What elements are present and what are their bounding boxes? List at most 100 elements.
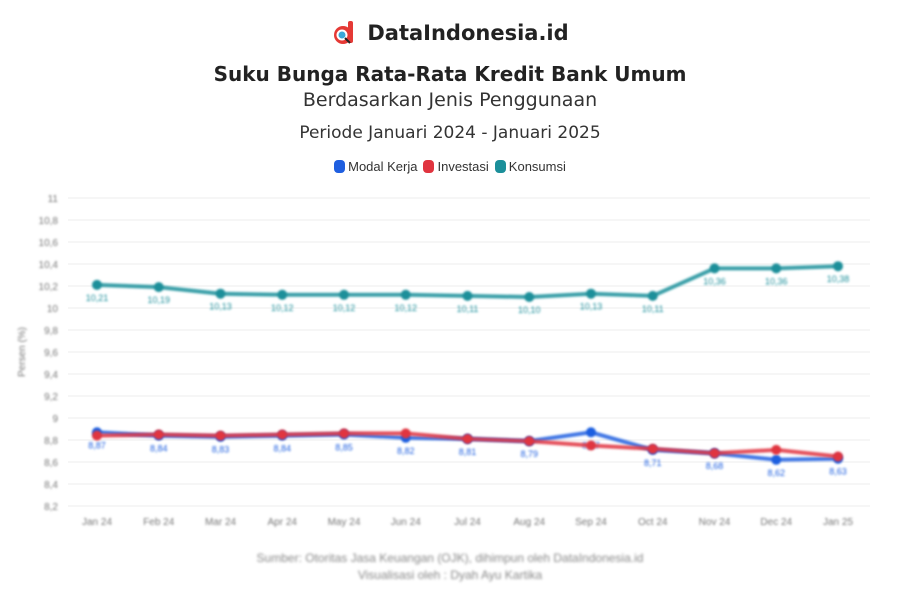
legend-item-konsumsi[interactable]: Konsumsi <box>494 159 566 174</box>
legend-item-modal-kerja[interactable]: Modal Kerja <box>334 159 417 174</box>
data-label: 8,84 <box>150 444 168 454</box>
data-label: 10,13 <box>209 302 232 312</box>
y-tick-label: 8,2 <box>44 502 58 513</box>
data-label: 8,62 <box>767 468 785 478</box>
data-label: 8,83 <box>212 445 230 455</box>
y-tick-label: 9,8 <box>44 326 58 337</box>
data-label: 8,63 <box>829 467 847 477</box>
data-label: 10,36 <box>703 276 726 286</box>
y-tick-label: 10,4 <box>39 260 59 271</box>
y-tick-label: 10 <box>47 304 59 315</box>
data-label: 8,82 <box>397 446 415 456</box>
data-label: 10,38 <box>827 274 850 284</box>
data-point[interactable] <box>153 282 164 293</box>
data-label: 10,11 <box>642 304 664 314</box>
data-label: 10,13 <box>580 302 603 312</box>
brand-name: DataIndonesia.id <box>367 21 569 45</box>
data-label: 8,85 <box>335 443 353 453</box>
data-point[interactable] <box>92 430 102 441</box>
legend-swatch-icon <box>494 160 506 173</box>
data-point[interactable] <box>771 263 782 274</box>
x-tick-label: Mar 24 <box>205 517 237 528</box>
legend-item-investasi[interactable]: Investasi <box>423 159 489 174</box>
data-point[interactable] <box>277 429 288 440</box>
x-tick-label: Feb 24 <box>143 517 175 528</box>
data-label: 8,71 <box>644 458 662 468</box>
data-point[interactable] <box>833 451 843 462</box>
data-point[interactable] <box>339 289 349 300</box>
y-tick-label: 8,4 <box>44 480 58 491</box>
chart-subtitle: Berdasarkan Jenis Penggunaan <box>302 89 598 111</box>
legend-label: Konsumsi <box>508 159 566 174</box>
data-label: 8,68 <box>706 461 724 471</box>
data-label: 8,81 <box>459 447 477 457</box>
data-point[interactable] <box>771 454 782 465</box>
brand-header: DataIndonesia.id <box>0 20 900 46</box>
x-tick-label: Oct 24 <box>638 517 668 528</box>
chart-footer: Sumber: Otoritas Jasa Keuangan (OJK), di… <box>0 550 900 584</box>
source-note: Sumber: Otoritas Jasa Keuangan (OJK), di… <box>256 551 644 565</box>
data-point[interactable] <box>586 288 596 299</box>
chart-legend: Modal Kerja Investasi Konsumsi <box>0 159 900 174</box>
data-label: 10,12 <box>394 303 417 313</box>
data-point[interactable] <box>586 427 596 438</box>
data-label: 10,12 <box>271 303 294 313</box>
x-tick-label: Jan 24 <box>82 517 112 528</box>
x-tick-label: Jan 25 <box>823 517 853 528</box>
chart-period: Periode Januari 2024 - Januari 2025 <box>299 123 601 143</box>
y-tick-label: 9,4 <box>44 370 58 381</box>
y-tick-label: 10,8 <box>39 216 59 227</box>
data-point[interactable] <box>586 440 596 451</box>
data-point[interactable] <box>153 429 164 440</box>
y-tick-label: 8,8 <box>44 436 58 447</box>
dataindonesia-logo-icon <box>334 21 354 44</box>
y-tick-label: 11 <box>48 194 59 205</box>
data-point[interactable] <box>277 289 288 300</box>
data-label: 8,87 <box>88 440 106 450</box>
legend-label: Modal Kerja <box>348 159 418 174</box>
y-tick-label: 9,2 <box>44 392 58 403</box>
data-point[interactable] <box>524 292 535 302</box>
data-point[interactable] <box>215 430 226 441</box>
data-point[interactable] <box>92 279 102 290</box>
x-tick-label: Jul 24 <box>454 517 481 528</box>
data-label: 8,84 <box>273 444 291 454</box>
data-point[interactable] <box>709 448 720 459</box>
y-tick-label: 8,6 <box>44 458 58 469</box>
data-label: 10,12 <box>333 303 356 313</box>
x-tick-label: Nov 24 <box>699 517 731 528</box>
x-tick-label: Aug 24 <box>513 517 545 528</box>
x-tick-label: Jun 24 <box>391 517 421 528</box>
data-label: 10,11 <box>457 304 479 314</box>
legend-swatch-icon <box>334 160 346 173</box>
data-point[interactable] <box>524 436 535 447</box>
data-point[interactable] <box>462 433 473 444</box>
data-point[interactable] <box>215 288 226 299</box>
legend-swatch-icon <box>423 160 435 173</box>
data-point[interactable] <box>647 290 658 301</box>
y-tick-label: 9,6 <box>44 348 58 359</box>
x-tick-label: Apr 24 <box>268 517 298 528</box>
x-tick-label: May 24 <box>328 517 361 528</box>
data-label: 10,21 <box>86 293 109 303</box>
x-tick-label: Dec 24 <box>760 517 792 528</box>
data-point[interactable] <box>771 444 782 455</box>
series-konsumsi: 10,21 10,19 10,13 10,12 10,12 10,12 10,11 10,10… <box>86 261 850 315</box>
data-point[interactable] <box>339 428 349 439</box>
data-point[interactable] <box>833 261 843 272</box>
data-point[interactable] <box>462 290 473 301</box>
data-point[interactable] <box>400 428 411 439</box>
data-label: 10,19 <box>147 295 170 305</box>
y-axis-title: Persen (%) <box>17 327 28 377</box>
x-tick-label: Sep 24 <box>575 517 607 528</box>
chart-title: Suku Bunga Rata-Rata Kredit Bank Umum <box>213 62 687 86</box>
series-investasi <box>92 428 843 462</box>
legend-label: Investasi <box>437 159 489 174</box>
data-point[interactable] <box>400 289 411 300</box>
data-label: 10,36 <box>765 276 788 286</box>
data-point[interactable] <box>709 263 720 274</box>
data-label: 10,10 <box>518 305 541 315</box>
data-point[interactable] <box>647 443 658 454</box>
credit-note: Visualisasi oleh : Dyah Ayu Kartika <box>357 568 543 582</box>
